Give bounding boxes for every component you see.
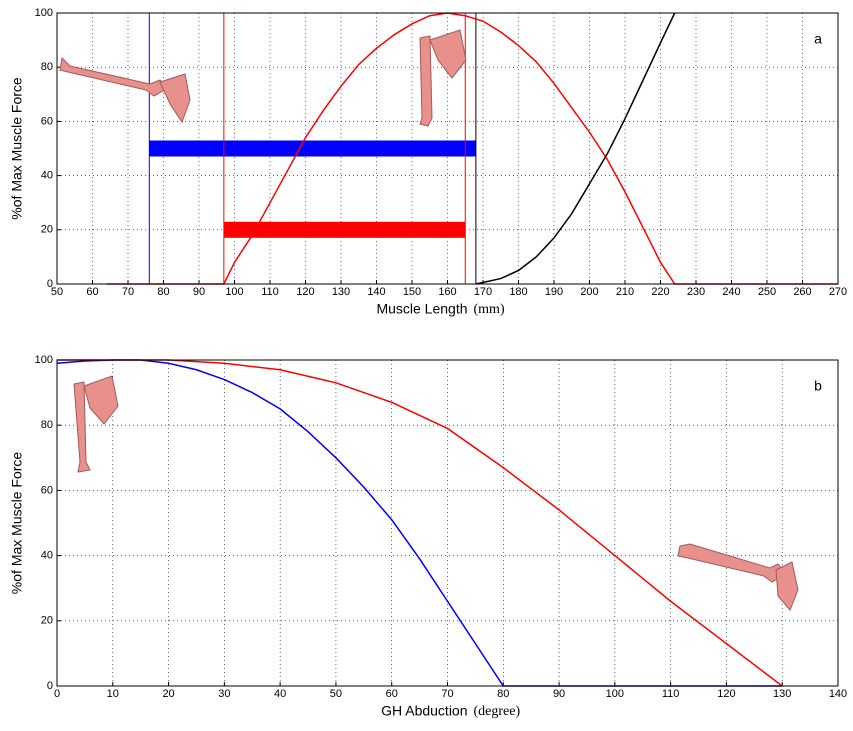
x-axis-label: Muscle Length bbox=[376, 301, 467, 317]
x-tick-label: 60 bbox=[386, 688, 398, 700]
x-tick-label: 150 bbox=[403, 286, 421, 298]
y-tick-label: 100 bbox=[35, 7, 53, 19]
x-tick-label: 190 bbox=[545, 286, 563, 298]
x-tick-label: 50 bbox=[330, 688, 342, 700]
y-tick-label: 80 bbox=[41, 419, 53, 431]
x-tick-label: 60 bbox=[86, 286, 98, 298]
x-tick-label: 170 bbox=[474, 286, 492, 298]
x-tick-label: 20 bbox=[162, 688, 174, 700]
x-tick-label: 70 bbox=[122, 286, 134, 298]
y-tick-label: 60 bbox=[41, 484, 53, 496]
data-line bbox=[475, 12, 676, 285]
x-tick-label: 50 bbox=[51, 286, 63, 298]
x-tick-label: 120 bbox=[296, 286, 314, 298]
x-tick-label: 0 bbox=[54, 688, 60, 700]
x-tick-label: 200 bbox=[580, 286, 598, 298]
x-tick-label: 210 bbox=[616, 286, 634, 298]
x-tick-label: 90 bbox=[193, 286, 205, 298]
axes-frame bbox=[56, 12, 839, 285]
x-tick-label: 180 bbox=[509, 286, 527, 298]
y-tick-label: 100 bbox=[35, 354, 53, 366]
x-tick-label: 140 bbox=[829, 688, 847, 700]
x-axis-unit: (degree) bbox=[474, 704, 521, 719]
x-tick-label: 30 bbox=[218, 688, 230, 700]
range-bar bbox=[223, 221, 466, 238]
x-tick-label: 80 bbox=[157, 286, 169, 298]
x-tick-label: 140 bbox=[367, 286, 385, 298]
x-tick-label: 90 bbox=[553, 688, 565, 700]
x-axis-label: GH Abduction bbox=[381, 703, 467, 719]
x-tick-label: 130 bbox=[773, 688, 791, 700]
data-line bbox=[106, 12, 838, 285]
x-tick-label: 270 bbox=[829, 286, 847, 298]
y-axis-label: %of Max Muscle Force bbox=[9, 77, 25, 220]
x-tick-label: 100 bbox=[606, 688, 624, 700]
data-line bbox=[57, 359, 783, 687]
x-tick-label: 70 bbox=[441, 688, 453, 700]
plot-area bbox=[57, 360, 838, 686]
x-tick-label: 130 bbox=[332, 286, 350, 298]
x-tick-label: 220 bbox=[651, 286, 669, 298]
x-tick-label: 160 bbox=[438, 286, 456, 298]
y-tick-label: 40 bbox=[41, 170, 53, 182]
bone-illustration bbox=[59, 29, 799, 611]
y-axis-label: %of Max Muscle Force bbox=[9, 452, 25, 595]
x-tick-label: 110 bbox=[261, 286, 279, 298]
x-tick-label: 110 bbox=[662, 688, 680, 700]
x-tick-label: 230 bbox=[687, 286, 705, 298]
y-tick-label: 40 bbox=[41, 550, 53, 562]
x-tick-label: 120 bbox=[717, 688, 735, 700]
panel-label: a bbox=[814, 31, 822, 47]
x-tick-label: 100 bbox=[225, 286, 243, 298]
panel-label: b bbox=[814, 378, 822, 394]
range-bar bbox=[149, 140, 476, 157]
y-tick-label: 80 bbox=[41, 61, 53, 73]
y-tick-label: 0 bbox=[47, 680, 53, 692]
x-tick-label: 10 bbox=[107, 688, 119, 700]
y-tick-label: 0 bbox=[47, 278, 53, 290]
x-tick-label: 260 bbox=[793, 286, 811, 298]
x-axis-unit: (mm) bbox=[474, 302, 505, 317]
axes-frame bbox=[56, 359, 839, 687]
x-tick-label: 250 bbox=[758, 286, 776, 298]
x-tick-label: 240 bbox=[722, 286, 740, 298]
y-tick-label: 20 bbox=[41, 224, 53, 236]
x-tick-label: 80 bbox=[497, 688, 509, 700]
y-tick-label: 20 bbox=[41, 615, 53, 627]
y-tick-label: 60 bbox=[41, 115, 53, 127]
x-tick-label: 40 bbox=[274, 688, 286, 700]
